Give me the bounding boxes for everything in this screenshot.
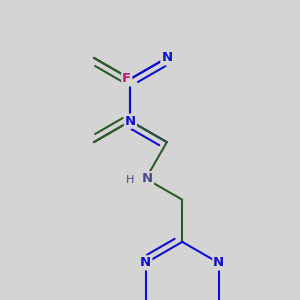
Text: N: N [161,51,172,64]
Text: N: N [213,256,224,269]
Text: N: N [140,256,151,269]
Text: H: H [125,176,134,185]
Text: F: F [122,72,131,86]
Text: N: N [125,115,136,128]
Text: N: N [142,172,153,185]
